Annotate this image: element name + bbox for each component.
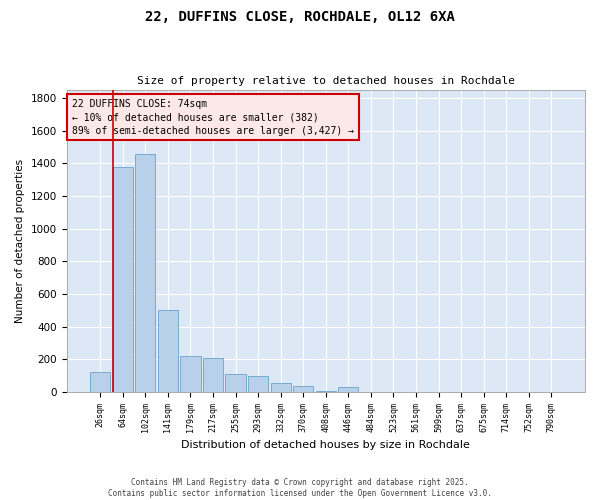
Bar <box>181 356 200 392</box>
Bar <box>203 358 223 392</box>
Bar <box>316 391 336 392</box>
Bar <box>226 374 246 392</box>
Bar <box>113 167 133 392</box>
Bar <box>135 154 155 392</box>
Bar <box>158 310 178 392</box>
Title: Size of property relative to detached houses in Rochdale: Size of property relative to detached ho… <box>137 76 515 86</box>
Bar <box>271 383 291 392</box>
Bar <box>90 372 110 392</box>
Text: Contains HM Land Registry data © Crown copyright and database right 2025.
Contai: Contains HM Land Registry data © Crown c… <box>108 478 492 498</box>
Bar <box>248 376 268 392</box>
Bar <box>293 386 313 392</box>
Text: 22 DUFFINS CLOSE: 74sqm
← 10% of detached houses are smaller (382)
89% of semi-d: 22 DUFFINS CLOSE: 74sqm ← 10% of detache… <box>72 99 354 136</box>
Text: 22, DUFFINS CLOSE, ROCHDALE, OL12 6XA: 22, DUFFINS CLOSE, ROCHDALE, OL12 6XA <box>145 10 455 24</box>
Y-axis label: Number of detached properties: Number of detached properties <box>15 159 25 323</box>
X-axis label: Distribution of detached houses by size in Rochdale: Distribution of detached houses by size … <box>181 440 470 450</box>
Bar <box>338 388 358 392</box>
